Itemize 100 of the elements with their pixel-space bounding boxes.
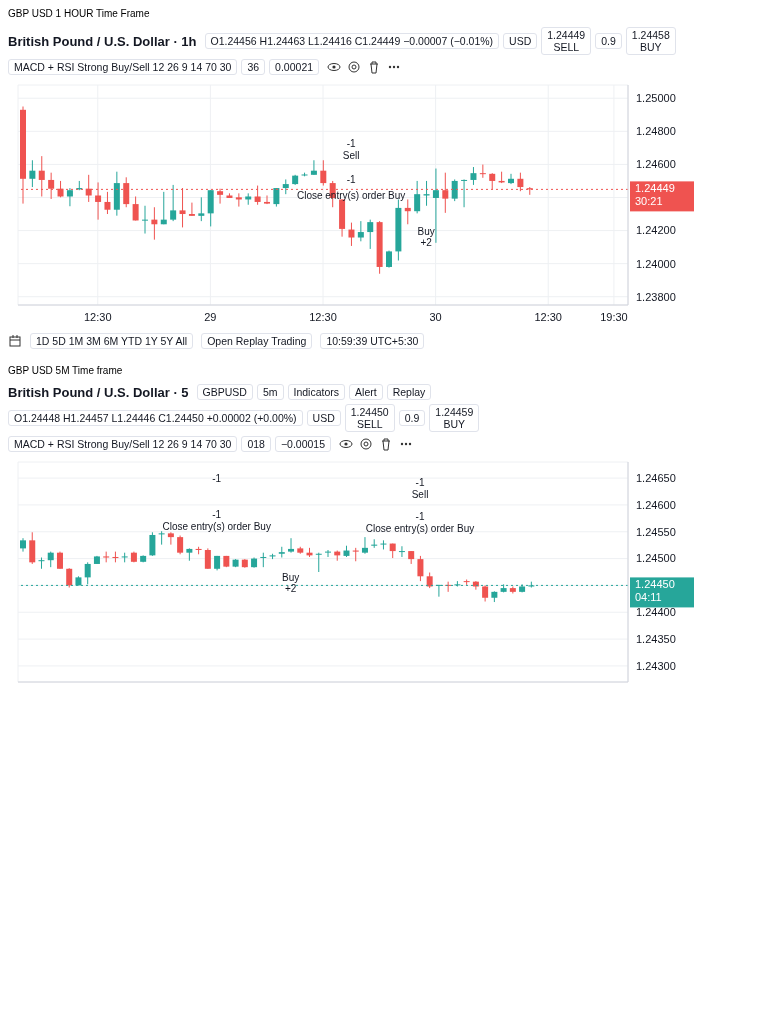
text: Replay bbox=[386, 384, 432, 400]
candlestick bbox=[38, 557, 45, 570]
candlestick bbox=[170, 184, 177, 222]
text: Indicators bbox=[287, 384, 346, 400]
candlestick bbox=[260, 552, 267, 568]
y-tick-label: 1.23800 bbox=[636, 290, 676, 303]
chart-title: GBP USD 1 HOUR Time Frame bbox=[8, 8, 151, 19]
candlestick bbox=[398, 545, 405, 558]
candlestick bbox=[207, 189, 214, 227]
x-tick-label: 12:30 bbox=[309, 310, 337, 323]
annotation: +2 bbox=[284, 582, 297, 594]
y-tick-label: 1.24200 bbox=[636, 224, 676, 237]
text: USD bbox=[306, 410, 341, 426]
y-tick-label: 1.24600 bbox=[636, 158, 676, 171]
y-tick-label: 1.24550 bbox=[636, 525, 676, 538]
annotation: Close entry(s) order Buy bbox=[364, 522, 476, 534]
text: 1D 5D 1M 3M 6M YTD 1Y 5Y All bbox=[30, 333, 194, 349]
text: 0.9 bbox=[398, 410, 426, 426]
candlestick bbox=[315, 552, 322, 573]
chart-subtitle: British Pound / U.S. Dollar · 1h bbox=[8, 33, 197, 49]
text: Open Replay Trading bbox=[201, 333, 313, 349]
text: 36 bbox=[241, 59, 266, 75]
candlestick bbox=[177, 535, 184, 555]
text: 1.24459 BUY bbox=[429, 404, 480, 432]
text: MACD + RSI Strong Buy/Sell 12 26 9 14 70 30 bbox=[8, 436, 238, 452]
y-tick-label: 1.24350 bbox=[636, 632, 676, 645]
y-tick-label: 1.24500 bbox=[636, 552, 676, 565]
candlestick bbox=[66, 187, 73, 207]
y-tick-label: 1.24600 bbox=[636, 498, 676, 511]
text: Alert bbox=[349, 384, 383, 400]
candlestick bbox=[357, 220, 364, 242]
annotation: Sell bbox=[410, 488, 430, 500]
candlestick bbox=[149, 531, 156, 557]
x-tick-label: 19:30 bbox=[600, 310, 628, 323]
annotation: Buy bbox=[416, 225, 436, 237]
text: 10:59:39 UTC+5:30 bbox=[320, 333, 425, 349]
y-tick-label: 1.25000 bbox=[636, 92, 676, 105]
text: USD bbox=[503, 33, 538, 49]
candlestick bbox=[288, 537, 295, 554]
candlestick bbox=[158, 530, 165, 546]
text: 5m bbox=[256, 384, 284, 400]
candlestick bbox=[104, 191, 111, 215]
candlestick bbox=[29, 531, 36, 565]
text: O1.24448 H1.24457 L1.24446 C1.24450 +0.00002 (+0.00%) bbox=[8, 410, 303, 426]
y-tick-label: 1.24650 bbox=[636, 472, 676, 484]
candlestick bbox=[414, 180, 421, 214]
x-tick-label: 29 bbox=[204, 310, 217, 323]
text: 1.24450 SELL bbox=[344, 404, 395, 432]
candlestick bbox=[404, 198, 411, 225]
text: 1.24458 BUY bbox=[625, 27, 676, 55]
candlestick bbox=[29, 159, 36, 188]
candlestick bbox=[273, 187, 280, 208]
candlestick bbox=[352, 547, 359, 562]
annotation: Sell bbox=[341, 149, 361, 161]
candlestick bbox=[367, 219, 374, 250]
candlestick bbox=[310, 159, 317, 176]
text: MACD + RSI Strong Buy/Sell 12 26 9 14 70 30 bbox=[8, 59, 238, 75]
candlestick bbox=[361, 536, 368, 555]
annotation: -1 bbox=[345, 137, 357, 149]
x-tick-label: 30 bbox=[429, 310, 442, 323]
text: 018 bbox=[241, 436, 271, 452]
y-tick-label: 1.24000 bbox=[636, 257, 676, 270]
chart-subtitle: British Pound / U.S. Dollar · 5 bbox=[8, 384, 189, 400]
candlestick bbox=[142, 205, 148, 235]
text: GBPUSD bbox=[196, 384, 253, 400]
x-tick-label: 12:30 bbox=[534, 310, 562, 323]
text: 0.9 bbox=[595, 33, 622, 49]
candlestick bbox=[167, 531, 174, 546]
annotation: +2 bbox=[420, 236, 432, 248]
text: O1.24456 H1.24463 L1.24416 C1.24449 −0.00007 (−0.01%) bbox=[204, 33, 500, 49]
ref-line-label: 1.24450 04:11 bbox=[635, 578, 675, 604]
candlestick bbox=[325, 549, 331, 558]
candlestick bbox=[204, 547, 211, 570]
y-tick-label: 1.24300 bbox=[636, 659, 676, 672]
candlestick bbox=[451, 178, 458, 202]
y-tick-label: 1.24800 bbox=[636, 125, 676, 138]
candlestick bbox=[461, 178, 468, 208]
candlestick bbox=[348, 222, 355, 247]
annotation: -1 bbox=[211, 508, 223, 520]
annotation: -1 bbox=[414, 476, 426, 488]
annotation: -1 bbox=[414, 510, 426, 522]
candlestick bbox=[198, 196, 205, 222]
annotation: Buy bbox=[281, 571, 301, 583]
candlestick bbox=[479, 164, 486, 179]
candlestick bbox=[66, 567, 73, 589]
annotation: -1 bbox=[345, 173, 357, 185]
candlestick bbox=[320, 159, 327, 187]
text: −0.00015 bbox=[274, 436, 332, 452]
x-tick-label: 12:30 bbox=[84, 310, 112, 323]
annotation: -1 bbox=[211, 472, 223, 484]
y-tick-label: 1.24400 bbox=[636, 606, 676, 619]
candlestick bbox=[188, 202, 195, 217]
candlestick bbox=[235, 192, 242, 208]
candlestick bbox=[417, 555, 424, 582]
candlestick bbox=[264, 195, 270, 205]
candlestick bbox=[508, 173, 514, 185]
chart-title: GBP USD 5M Time frame bbox=[8, 365, 124, 376]
ref-line-label: 1.24449 30:21 bbox=[635, 182, 675, 208]
candlestick bbox=[20, 537, 26, 553]
annotation: Close entry(s) order Buy bbox=[161, 520, 272, 532]
